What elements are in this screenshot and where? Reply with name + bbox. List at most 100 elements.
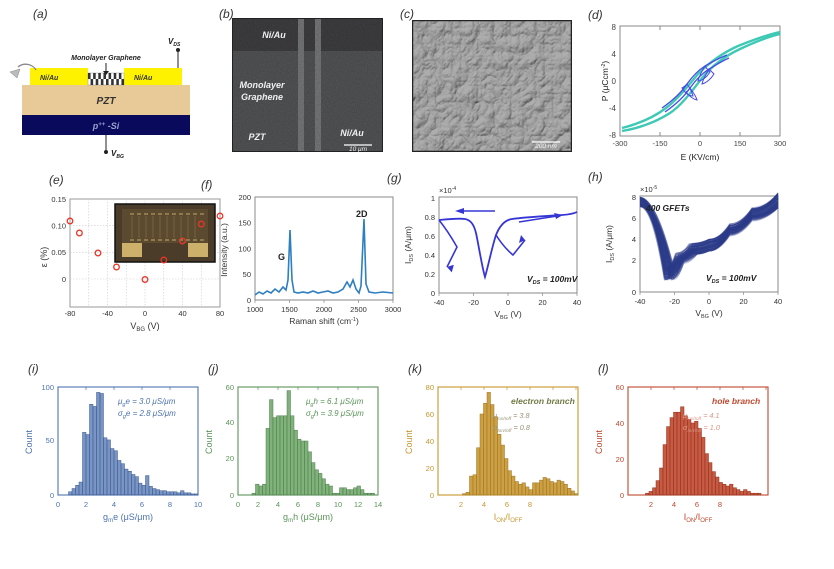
svg-text:1000: 1000	[247, 305, 264, 314]
svg-text:2: 2	[459, 500, 463, 509]
svg-text:4: 4	[276, 500, 280, 509]
svg-text:2500: 2500	[350, 305, 367, 314]
svg-text:0: 0	[143, 309, 147, 318]
svg-text:G: G	[278, 252, 285, 262]
svg-text:400 GFETs: 400 GFETs	[645, 203, 690, 213]
svg-text:ε (%): ε (%)	[39, 247, 49, 268]
svg-text:100: 100	[238, 245, 251, 254]
svg-text:Ni/Au: Ni/Au	[40, 75, 59, 82]
svg-text:6: 6	[296, 500, 300, 509]
svg-text:4: 4	[112, 500, 116, 509]
svg-text:0.4: 0.4	[425, 251, 435, 260]
svg-text:20: 20	[739, 297, 747, 306]
svg-text:60: 60	[226, 383, 234, 392]
svg-text:0.8: 0.8	[425, 213, 435, 222]
svg-text:1500: 1500	[281, 305, 298, 314]
svg-text:20: 20	[538, 298, 546, 307]
svg-text:-20: -20	[468, 298, 479, 307]
svg-text:-300: -300	[612, 139, 627, 148]
svg-text:-40: -40	[635, 297, 646, 306]
svg-text:Monolayer Graphene: Monolayer Graphene	[71, 55, 141, 62]
svg-text:2000: 2000	[316, 305, 333, 314]
svg-text:0: 0	[707, 297, 711, 306]
svg-text:2: 2	[632, 256, 636, 265]
svg-text:PZT: PZT	[97, 96, 117, 107]
svg-text:0: 0	[431, 289, 435, 298]
svg-text:0: 0	[56, 500, 60, 509]
svg-text:6: 6	[505, 500, 509, 509]
svg-text:4: 4	[672, 500, 676, 509]
svg-text:-80: -80	[65, 309, 76, 318]
svg-text:Count: Count	[404, 430, 414, 455]
svg-text:200: 200	[238, 193, 251, 202]
svg-text:40: 40	[178, 309, 186, 318]
svg-text:0: 0	[50, 491, 54, 500]
svg-text:0: 0	[62, 275, 66, 284]
svg-text:0: 0	[620, 491, 624, 500]
svg-text:Raman shift (cm-1): Raman shift (cm-1)	[289, 316, 359, 326]
svg-text:P (μCcm-2): P (μCcm-2)	[600, 61, 610, 102]
svg-text:8: 8	[612, 23, 617, 32]
svg-text:-4: -4	[609, 104, 617, 113]
svg-text:E (KV/cm): E (KV/cm)	[681, 152, 720, 162]
svg-text:p++ -Si: p++ -Si	[92, 121, 120, 131]
svg-text:80: 80	[426, 383, 434, 392]
svg-text:60: 60	[426, 410, 434, 419]
svg-text:150: 150	[734, 139, 747, 148]
svg-text:0.05: 0.05	[51, 248, 66, 257]
svg-text:VBG: VBG	[111, 149, 124, 160]
svg-text:VBG (V): VBG (V)	[130, 321, 159, 333]
svg-text:0: 0	[230, 491, 234, 500]
svg-text:8: 8	[316, 500, 320, 509]
svg-text:VBG (V): VBG (V)	[494, 309, 521, 321]
svg-text:20: 20	[426, 464, 434, 473]
svg-text:20: 20	[226, 454, 234, 463]
svg-text:ION/IOFF: ION/IOFF	[684, 512, 713, 524]
svg-text:IDS (A/μm): IDS (A/μm)	[403, 226, 415, 264]
svg-text:Ni/Au: Ni/Au	[340, 128, 364, 138]
svg-text:VDS: VDS	[168, 37, 181, 48]
svg-text:2: 2	[84, 500, 88, 509]
svg-text:10: 10	[334, 500, 342, 509]
svg-text:2: 2	[256, 500, 260, 509]
svg-text:gmh (μS/μm): gmh (μS/μm)	[283, 512, 333, 524]
svg-text:6: 6	[695, 500, 699, 509]
svg-text:40: 40	[573, 298, 581, 307]
svg-text:50: 50	[46, 436, 54, 445]
svg-text:-40: -40	[102, 309, 113, 318]
svg-text:4: 4	[482, 500, 486, 509]
svg-text:0: 0	[430, 491, 434, 500]
svg-text:60: 60	[616, 383, 624, 392]
svg-text:ION/IOFF: ION/IOFF	[494, 512, 523, 524]
svg-text:6: 6	[632, 214, 636, 223]
svg-text:12: 12	[354, 500, 362, 509]
svg-text:-40: -40	[434, 298, 445, 307]
svg-text:4: 4	[632, 235, 636, 244]
svg-text:Ni/Au: Ni/Au	[134, 75, 153, 82]
svg-text:gme (μS/μm): gme (μS/μm)	[103, 512, 153, 524]
svg-text:150: 150	[238, 219, 251, 228]
svg-text:-20: -20	[669, 297, 680, 306]
svg-text:0.6: 0.6	[425, 232, 435, 241]
svg-text:Count: Count	[594, 430, 604, 455]
svg-text:hole branch: hole branch	[712, 396, 760, 406]
svg-text:0: 0	[698, 139, 702, 148]
svg-text:0: 0	[612, 77, 617, 86]
svg-text:0: 0	[247, 296, 251, 305]
svg-text:40: 40	[616, 419, 624, 428]
svg-text:8: 8	[718, 500, 722, 509]
svg-text:Ni/Au: Ni/Au	[262, 30, 286, 40]
svg-text:1: 1	[431, 194, 435, 203]
svg-text:Intensity (a.u.): Intensity (a.u.)	[219, 223, 229, 277]
svg-text:20: 20	[616, 455, 624, 464]
svg-text:0: 0	[236, 500, 240, 509]
svg-text:50: 50	[243, 270, 251, 279]
svg-text:0: 0	[632, 288, 636, 297]
svg-text:40: 40	[774, 297, 782, 306]
svg-text:Count: Count	[24, 430, 34, 455]
svg-text:0: 0	[506, 298, 510, 307]
svg-text:4: 4	[612, 50, 617, 59]
svg-text:14: 14	[374, 500, 382, 509]
svg-text:40: 40	[426, 437, 434, 446]
svg-text:8: 8	[528, 500, 532, 509]
